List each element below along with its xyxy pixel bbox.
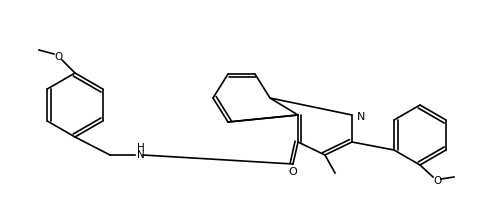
Text: O: O — [434, 176, 442, 186]
Text: H: H — [137, 143, 145, 153]
Text: O: O — [289, 167, 297, 177]
Text: N: N — [357, 112, 365, 122]
Text: O: O — [54, 52, 62, 62]
Text: N: N — [137, 150, 145, 160]
